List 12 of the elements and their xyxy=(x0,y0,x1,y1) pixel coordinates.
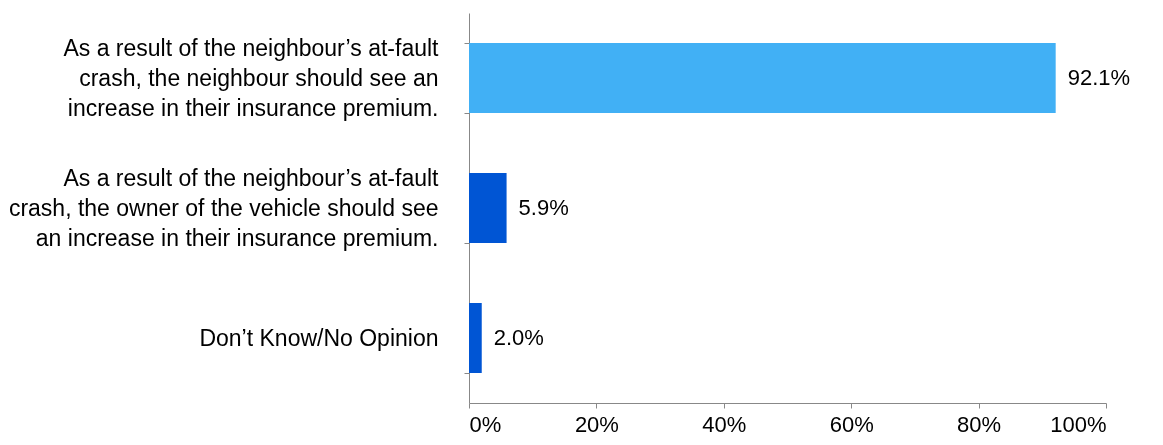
data-label: 92.1% xyxy=(1067,65,1131,90)
x-tick-label: 100% xyxy=(1050,411,1107,437)
x-tick-label: 20% xyxy=(574,411,619,437)
y-tick-label: As a result of the neighbour’s at-fault crash, the neighbour should see an increase in their insurance premium. xyxy=(63,34,440,121)
y-tick-label: As a result of the neighbour’s at-fault crash, the owner of the vehicle should see an increase in their insurance premium. xyxy=(8,164,440,251)
data-label: 2.0% xyxy=(493,325,544,350)
x-tick-label: 60% xyxy=(829,411,874,437)
x-tick-label: 40% xyxy=(702,411,747,437)
x-tick-label: 0% xyxy=(469,411,502,437)
x-tick-label: 80% xyxy=(957,411,1002,437)
y-tick-label: Don’t Know/No Opinion xyxy=(199,324,439,351)
data-label: 5.9% xyxy=(518,195,569,220)
